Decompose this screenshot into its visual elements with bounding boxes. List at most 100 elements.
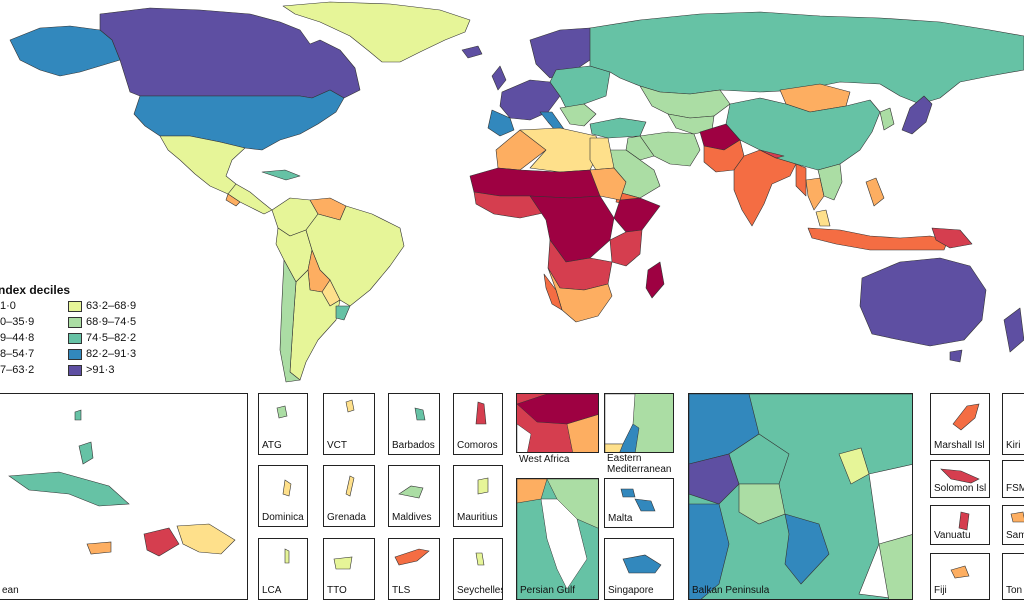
inset-label: VCT <box>327 440 347 451</box>
region-alaska <box>9 25 121 77</box>
inset-balkan: Balkan Peninsula <box>688 393 913 600</box>
region-nepal <box>759 149 785 159</box>
region-philippines <box>865 177 885 207</box>
inset-vct: VCT <box>323 393 375 455</box>
region-nz <box>1003 307 1024 353</box>
region-chile <box>279 259 301 383</box>
region-madagascar <box>645 261 665 299</box>
inset-label: Maldives <box>392 512 432 523</box>
caribbean-map <box>8 409 236 557</box>
inset-dominica: Dominica <box>258 465 308 527</box>
region-turkey <box>589 117 647 139</box>
inset-mauritius: Mauritius <box>453 465 503 527</box>
inset-malta: Malta <box>604 478 674 528</box>
inset-label: Balkan Peninsula <box>692 585 770 596</box>
legend: ndex deciles 1·0 0–35·9 9–44·8 8–54·7 7–… <box>0 283 260 393</box>
legend-label: 1·0 <box>0 300 16 312</box>
inset-label: Malta <box>608 513 633 524</box>
legend-label: 82·2–91·3 <box>86 348 137 360</box>
inset-label: Persian Gulf <box>520 585 576 596</box>
inset-label: Barbados <box>392 440 435 451</box>
inset-comoros: Comoros <box>453 393 503 455</box>
legend-label: 9–44·8 <box>0 332 35 344</box>
legend-label: 74·5–82·2 <box>86 332 137 344</box>
legend-label: 68·9–74·5 <box>86 316 137 328</box>
inset-tonga: Ton <box>1002 553 1024 600</box>
region-kazakhstan <box>639 85 731 119</box>
legend-item-5: 7–63·2 <box>0 364 34 376</box>
legend-item-8: 74·5–82·2 <box>68 332 136 344</box>
region-thailand <box>805 177 825 211</box>
region-east-africa <box>609 229 643 267</box>
inset-label: Fiji <box>934 585 947 596</box>
region-iran <box>639 131 701 167</box>
inset-atg: ATG <box>258 393 308 455</box>
region-uk <box>491 65 507 91</box>
inset-label: Seychelles <box>457 585 503 596</box>
world-map <box>9 1 1024 383</box>
inset-fsm: FSM <box>1002 460 1024 498</box>
inset-label: TTO <box>327 585 347 596</box>
inset-seychelles: Seychelles <box>453 538 503 600</box>
region-uruguay <box>335 305 351 321</box>
legend-item-7: 68·9–74·5 <box>68 316 136 328</box>
legend-label: 8–54·7 <box>0 348 35 360</box>
inset-label: Eastern Mediterranean <box>607 453 672 475</box>
inset-label: ean <box>2 585 19 596</box>
legend-swatch <box>68 364 82 376</box>
inset-label: Singapore <box>608 585 654 596</box>
inset-eastern-med: Eastern Mediterranean <box>604 393 674 475</box>
region-egypt <box>589 137 615 171</box>
region-sudan <box>589 167 627 201</box>
region-australia <box>859 257 987 347</box>
inset-label: Grenada <box>327 512 366 523</box>
legend-title: ndex deciles <box>0 283 71 297</box>
inset-maldives: Maldives <box>388 465 440 527</box>
region-horn <box>613 197 661 233</box>
inset-label: West Africa <box>519 454 570 465</box>
legend-item-9: 82·2–91·3 <box>68 348 136 360</box>
region-iceland <box>461 45 483 59</box>
inset-label: Sam <box>1006 530 1024 541</box>
inset-label: Comoros <box>457 440 498 451</box>
inset-grenada: Grenada <box>323 465 375 527</box>
inset-west-africa: West Africa <box>516 393 599 465</box>
region-balkans-main <box>559 103 597 127</box>
inset-vanuatu: Vanuatu <box>930 505 990 545</box>
region-central-africa <box>529 195 615 263</box>
inset-label: LCA <box>262 585 282 596</box>
legend-item-4: 8–54·7 <box>0 348 34 360</box>
legend-item-10: >91·3 <box>68 364 114 376</box>
inset-persian-gulf: Persian Gulf <box>516 478 599 600</box>
legend-swatch <box>68 300 82 312</box>
legend-label: 0–35·9 <box>0 316 35 328</box>
region-india <box>733 149 797 227</box>
region-laos-vietnam <box>817 163 843 201</box>
inset-label: ATG <box>262 440 282 451</box>
legend-item-1: 1·0 <box>0 300 16 312</box>
inset-singapore: Singapore <box>604 538 674 600</box>
inset-label: Vanuatu <box>934 530 971 541</box>
inset-caribbean: ean <box>0 393 248 600</box>
inset-samoa: Sam <box>1002 505 1024 545</box>
inset-label: FSM <box>1006 483 1024 494</box>
legend-swatch <box>68 332 82 344</box>
legend-swatch <box>68 316 82 328</box>
inset-label: Dominica <box>262 512 304 523</box>
region-east-europe <box>549 65 611 109</box>
region-west-africa-coast <box>473 191 549 219</box>
region-indonesia <box>807 227 949 251</box>
legend-item-6: 63·2–68·9 <box>68 300 136 312</box>
inset-label: Marshall Isl <box>934 440 985 451</box>
region-caribbean-main <box>261 169 301 181</box>
legend-label: 7–63·2 <box>0 364 35 376</box>
region-guatemala <box>225 193 241 207</box>
inset-label: Ton <box>1006 585 1023 596</box>
legend-item-3: 9–44·8 <box>0 332 34 344</box>
inset-kiribati: Kiri <box>1002 393 1024 455</box>
region-iraq <box>625 135 655 161</box>
inset-label: Solomon Isl <box>934 483 987 494</box>
region-mexico <box>159 135 246 195</box>
inset-marshall: Marshall Isl <box>930 393 990 455</box>
legend-label: 63·2–68·9 <box>86 300 137 312</box>
